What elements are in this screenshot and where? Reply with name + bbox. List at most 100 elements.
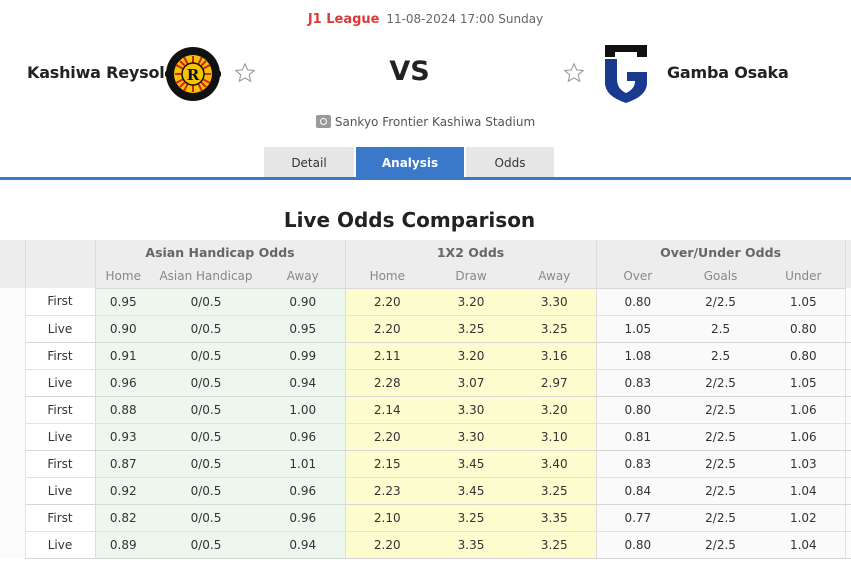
ah-cell: 0.90 xyxy=(261,288,346,316)
ou-cell: 2/2.5 xyxy=(679,450,763,478)
x12-cell: 3.07 xyxy=(429,369,514,397)
ou-cell: 0.81 xyxy=(595,423,680,451)
ou-cell: 1.03 xyxy=(762,450,846,478)
end-cell xyxy=(844,342,851,370)
away-team-name[interactable]: Gamba Osaka xyxy=(667,63,789,82)
x12-cell: 3.30 xyxy=(513,288,597,316)
end-cell xyxy=(844,531,851,559)
x12-cell: 2.28 xyxy=(344,369,430,397)
table-row[interactable]: First 0.95 0/0.5 0.90 2.20 3.20 3.30 0.80 2/2.5 1… xyxy=(0,288,851,342)
ah-cell: 0/0.5 xyxy=(151,369,261,397)
ou-goals-header: Goals xyxy=(679,264,763,289)
home-team-name[interactable]: Kashiwa Reysol xyxy=(27,63,165,82)
ah-cell: 0/0.5 xyxy=(151,396,261,424)
x12-cell: 3.20 xyxy=(513,396,597,424)
ah-cell: 0.92 xyxy=(94,477,151,505)
table-row[interactable]: Live 0.96 0/0.5 0.94 2.28 3.07 2.97 0.83 2/2.5 1.… xyxy=(0,369,851,397)
x12-cell: 3.25 xyxy=(429,315,514,343)
x12-cell: 3.20 xyxy=(429,342,514,370)
home-team-logo[interactable]: R xyxy=(164,45,222,103)
odds-type-cell: First xyxy=(24,396,95,424)
tab-underline xyxy=(0,177,851,180)
ah-cell: 0.93 xyxy=(94,423,151,451)
company-cell xyxy=(0,504,25,558)
x12-cell: 2.10 xyxy=(344,504,430,532)
ou-cell: 1.04 xyxy=(762,531,846,559)
ah-cell: 0/0.5 xyxy=(151,531,261,559)
tab-analysis[interactable]: Analysis xyxy=(356,147,464,178)
end-header xyxy=(844,240,851,288)
table-row[interactable]: Live 0.89 0/0.5 0.94 2.20 3.35 3.25 0.80 2/2.5 1.… xyxy=(0,531,851,559)
end-cell xyxy=(844,288,851,316)
asian-handicap-group-header: Asian Handicap Odds xyxy=(94,240,346,264)
type-header xyxy=(24,240,95,288)
vs-label: VS xyxy=(389,56,430,87)
odds-type-cell: Live xyxy=(24,369,95,397)
1x2-group-header: 1X2 Odds xyxy=(344,240,597,264)
table-row[interactable]: Live 0.90 0/0.5 0.95 2.20 3.25 3.25 1.05 2.5 0.80 xyxy=(0,315,851,343)
ah-cell: 0.94 xyxy=(261,531,346,559)
x12-cell: 2.14 xyxy=(344,396,430,424)
ah-cell: 0.96 xyxy=(261,504,346,532)
svg-text:R: R xyxy=(187,66,200,84)
ah-cell: 0.90 xyxy=(94,315,151,343)
ah-cell: 0.91 xyxy=(94,342,151,370)
odds-type-cell: Live xyxy=(24,315,95,343)
table-row[interactable]: Live 0.93 0/0.5 0.96 2.20 3.30 3.10 0.81 2/2.5 1.… xyxy=(0,423,851,451)
ah-cell: 0.87 xyxy=(94,450,151,478)
away-team-logo[interactable] xyxy=(603,45,649,103)
ah-cell: 0.95 xyxy=(94,288,151,316)
x12-cell: 3.25 xyxy=(429,504,514,532)
over-under-group-header: Over/Under Odds xyxy=(595,240,846,264)
table-row[interactable]: First 0.91 0/0.5 0.99 2.11 3.20 3.16 1.08 2.5 0.8… xyxy=(0,342,851,396)
ou-cell: 1.06 xyxy=(762,396,846,424)
ou-cell: 1.08 xyxy=(595,342,680,370)
company-cell xyxy=(0,288,25,342)
table-row[interactable]: First 0.87 0/0.5 1.01 2.15 3.45 3.40 0.83 2/2.5 1… xyxy=(0,450,851,504)
tab-odds[interactable]: Odds xyxy=(466,147,554,178)
x12-cell: 3.25 xyxy=(513,477,597,505)
x12-cell: 2.20 xyxy=(344,423,430,451)
odds-type-cell: First xyxy=(24,342,95,370)
away-favorite-star-icon[interactable] xyxy=(563,62,585,84)
table-row[interactable]: First 0.82 0/0.5 0.96 2.10 3.25 3.35 0.77 2/2.5 1… xyxy=(0,504,851,558)
table-row[interactable]: Live 0.92 0/0.5 0.96 2.23 3.45 3.25 0.84 2/2.5 1.… xyxy=(0,477,851,505)
ah-cell: 0.88 xyxy=(94,396,151,424)
ah-handicap-header: Asian Handicap xyxy=(151,264,261,289)
ou-cell: 1.05 xyxy=(762,288,846,316)
x12-cell: 3.30 xyxy=(429,396,514,424)
ou-cell: 0.83 xyxy=(595,450,680,478)
tab-detail[interactable]: Detail xyxy=(264,147,354,178)
ah-cell: 0.96 xyxy=(94,369,151,397)
ou-cell: 0.84 xyxy=(595,477,680,505)
x12-cell: 3.40 xyxy=(513,450,597,478)
company-header xyxy=(0,240,25,288)
ou-cell: 0.80 xyxy=(762,342,846,370)
ou-cell: 2/2.5 xyxy=(679,396,763,424)
ah-cell: 0/0.5 xyxy=(151,315,261,343)
venue-name: Sankyo Frontier Kashiwa Stadium xyxy=(334,115,536,129)
home-favorite-star-icon[interactable] xyxy=(234,62,256,84)
ou-cell: 2/2.5 xyxy=(679,504,763,532)
company-cell xyxy=(0,396,25,450)
ah-cell: 0.82 xyxy=(94,504,151,532)
ou-cell: 1.05 xyxy=(762,369,846,397)
ah-home-header: Home xyxy=(94,264,151,289)
league-line: J1 League 11-08-2024 17:00 Sunday xyxy=(0,12,851,27)
ou-cell: 1.06 xyxy=(762,423,846,451)
table-row[interactable]: First 0.88 0/0.5 1.00 2.14 3.30 3.20 0.80 2/2.5 1… xyxy=(0,396,851,450)
ou-cell: 0.83 xyxy=(595,369,680,397)
ou-over-header: Over xyxy=(595,264,680,289)
ah-away-header: Away xyxy=(261,264,346,289)
x12-cell: 3.45 xyxy=(429,450,514,478)
ah-cell: 0.96 xyxy=(261,477,346,505)
x12-cell: 3.30 xyxy=(429,423,514,451)
odds-type-cell: First xyxy=(24,288,95,316)
league-name[interactable]: J1 League xyxy=(307,12,380,27)
x12-draw-header: Draw xyxy=(429,264,514,289)
x12-cell: 3.10 xyxy=(513,423,597,451)
ou-cell: 0.80 xyxy=(595,531,680,559)
ah-cell: 1.00 xyxy=(261,396,346,424)
ah-cell: 0/0.5 xyxy=(151,288,261,316)
live-odds-table: Asian Handicap Odds 1X2 Odds Over/Under … xyxy=(0,240,851,559)
